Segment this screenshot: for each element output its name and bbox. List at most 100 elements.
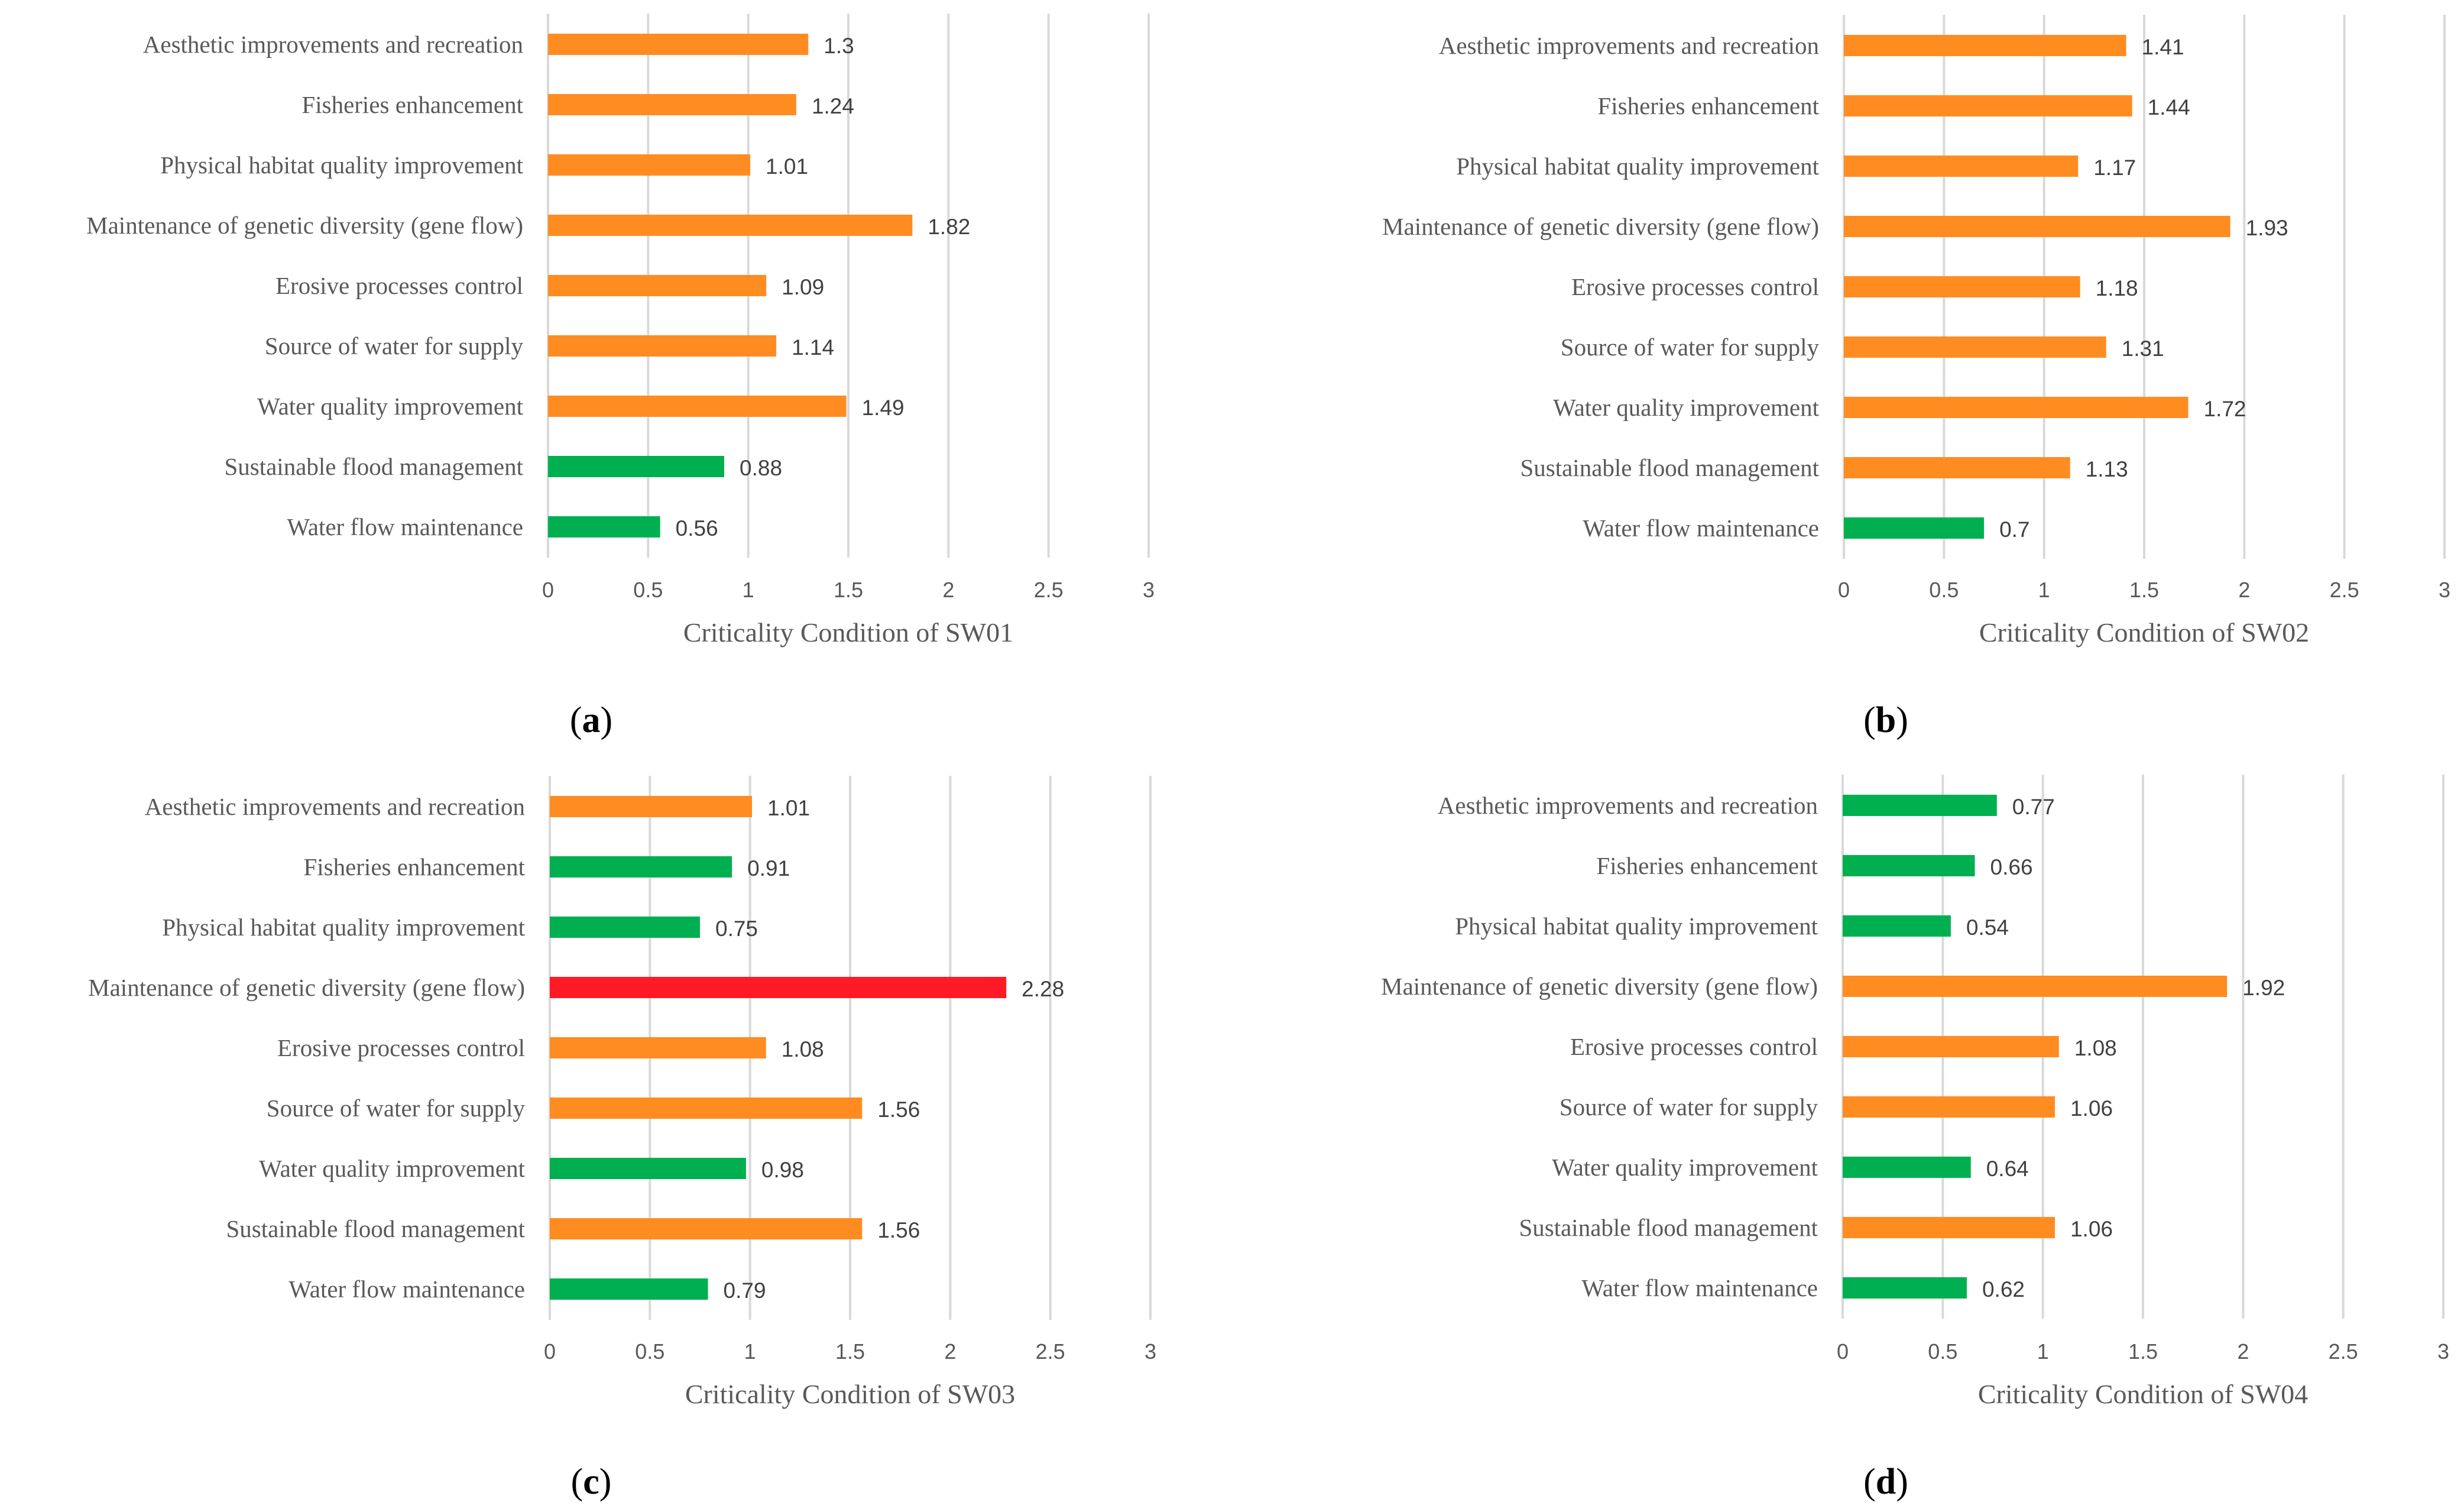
category-label: Water flow maintenance [1581,1274,1818,1301]
data-label: 1.93 [2246,216,2288,240]
x-axis-title: Criticality Condition of SW01 [683,617,1013,647]
x-tick-label: 2 [942,578,954,602]
bar [548,516,660,538]
bar [1844,95,2132,116]
category-label: Maintenance of genetic diversity (gene f… [1381,973,1818,1000]
x-tick-label: 0 [1838,578,1850,602]
chart-panel-b: 0 0.5 1 1.5 2 2.5 3 Aesthetic improvements and … [1382,15,2450,740]
panel-label: (c) [571,1462,612,1502]
category-label: Erosive processes control [1570,1033,1818,1060]
bar [1844,216,2230,237]
x-tick-label: 2.5 [1034,578,1064,602]
bar [1843,1157,1971,1178]
x-tick-label: 2 [944,1339,956,1364]
data-label: 1.01 [766,154,808,179]
data-label: 1.06 [2070,1096,2113,1121]
category-label: Erosive processes control [275,272,523,299]
x-tick-label: 3 [1143,578,1155,602]
bar [550,977,1007,998]
category-label: Physical habitat quality improvement [162,914,525,941]
category-label: Fisheries enhancement [1596,852,1818,879]
bar [548,335,777,357]
data-label: 0.79 [724,1278,766,1303]
bar [1843,915,1951,937]
bar [548,396,847,417]
bar [548,275,767,296]
data-label: 1.14 [792,335,834,360]
x-tick-label: 1 [743,578,754,602]
category-label: Sustainable flood management [226,1215,525,1242]
bar [1843,795,1997,816]
bar [1844,276,2080,297]
category-label: Water flow maintenance [288,1275,525,1303]
bar [1843,976,2228,997]
bar [550,1037,766,1058]
panel-label: (d) [1863,1462,1908,1502]
data-label: 1.49 [862,396,904,420]
data-label: 0.98 [761,1158,804,1182]
x-tick-label: 2 [2238,578,2250,602]
x-tick-label: 2.5 [2329,1339,2358,1364]
data-label: 0.88 [740,456,782,480]
x-tick-label: 1.5 [834,578,863,602]
data-label: 1.09 [782,275,824,299]
data-label: 1.56 [877,1218,920,1242]
x-tick-label: 0 [1837,1339,1849,1364]
x-axis-title: Criticality Condition of SW03 [685,1379,1015,1409]
category-label: Source of water for supply [1561,334,1820,361]
data-label: 1.08 [2074,1036,2117,1060]
data-label: 1.82 [928,215,970,239]
bar [1844,457,2070,478]
panel-label: (a) [570,700,612,740]
data-label: 0.64 [1986,1157,2029,1181]
category-label: Physical habitat quality improvement [160,151,523,179]
data-label: 1.18 [2096,276,2138,300]
x-tick-label: 0 [542,578,554,602]
x-tick-label: 0 [544,1339,556,1364]
data-label: 0.56 [676,516,718,540]
category-label: Water quality improvement [259,1155,525,1182]
category-label: Maintenance of genetic diversity (gene f… [1382,213,1819,240]
x-tick-label: 2.5 [2330,578,2359,602]
data-label: 0.66 [1990,855,2033,879]
bar [1843,855,1975,876]
bar [1844,35,2126,56]
category-label: Sustainable flood management [1519,1214,1818,1241]
category-label: Source of water for supply [265,332,524,360]
category-label: Physical habitat quality improvement [1455,912,1818,940]
x-tick-label: 3 [2439,578,2450,602]
category-label: Physical habitat quality improvement [1456,153,1819,180]
category-label: Maintenance of genetic diversity (gene f… [88,974,525,1001]
bar [550,796,753,817]
bar [1843,1036,2059,1057]
category-label: Sustainable flood management [224,453,523,480]
bar [550,1218,863,1239]
category-label: Aesthetic improvements and recreation [145,793,525,820]
bar [548,456,725,477]
category-label: Water quality improvement [1552,1154,1818,1181]
panel-label: (b) [1863,700,1908,740]
data-label: 1.56 [877,1097,920,1122]
category-label: Water flow maintenance [287,513,523,540]
category-label: Aesthetic improvements and recreation [1438,792,1818,819]
data-label: 0.7 [1999,517,2029,542]
x-tick-label: 1 [2038,578,2050,602]
bar [550,1278,708,1300]
x-tick-label: 2.5 [1036,1339,1065,1364]
data-label: 1.41 [2142,35,2184,59]
data-label: 1.01 [767,796,810,820]
bar [1844,397,2189,418]
x-tick-label: 2 [2237,1339,2249,1364]
x-tick-label: 1 [744,1339,756,1364]
category-label: Source of water for supply [267,1095,526,1122]
x-tick-label: 3 [2437,1339,2449,1364]
category-label: Maintenance of genetic diversity (gene f… [86,212,523,239]
chart-panel-a: 0 0.5 1 1.5 2 2.5 3 Aesthetic improvements and … [86,14,1155,740]
category-label: Water flow maintenance [1583,514,1819,542]
bar [1843,1096,2055,1118]
bar [548,154,751,176]
x-tick-label: 1.5 [2129,578,2159,602]
bar [1844,517,1985,539]
data-label: 1.3 [824,34,854,58]
data-label: 1.17 [2093,156,2136,180]
